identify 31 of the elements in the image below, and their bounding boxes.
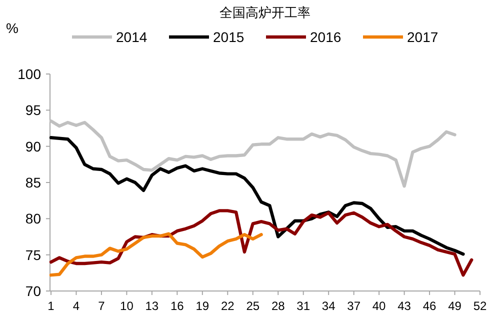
y-axis-title: % [6,20,18,36]
x-tick-label: 49 [448,299,462,313]
x-tick-label: 22 [220,299,235,313]
legend-label: 2015 [213,29,244,45]
x-tick-label: 52 [473,299,487,313]
x-tick-label: 37 [347,299,361,313]
legend-label: 2014 [116,29,148,45]
x-tick-label: 4 [72,299,80,313]
x-tick-label: 13 [145,299,159,313]
x-tick-label: 43 [398,299,412,313]
legend-label: 2016 [310,29,342,45]
x-tick-label: 46 [422,299,437,313]
x-tick-label: 19 [196,299,210,313]
x-tick-label: 10 [120,299,134,313]
y-tick-label: 100 [18,66,42,82]
y-tick-label: 90 [25,138,42,154]
x-tick-label: 40 [372,299,386,313]
y-tick-label: 85 [25,174,42,190]
x-tick-label: 34 [322,299,336,313]
chart-title: 全国高炉开工率 [220,5,310,20]
x-tick-label: 25 [246,299,260,313]
legend-label: 2017 [407,29,438,45]
x-tick-label: 28 [271,299,286,313]
y-tick-label: 80 [25,210,42,227]
x-tick-label: 7 [98,299,106,313]
y-tick-label: 95 [25,102,42,118]
y-tick-label: 75 [25,246,42,263]
x-tick-label: 1 [48,299,55,313]
x-tick-label: 16 [170,299,184,313]
x-tick-label: 31 [296,299,310,313]
y-tick-label: 70 [25,283,42,299]
